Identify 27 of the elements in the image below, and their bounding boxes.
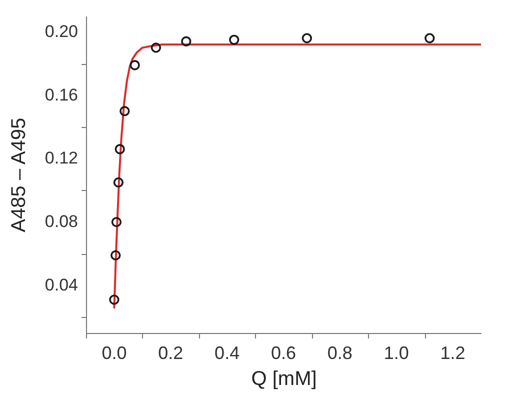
point <box>302 33 312 44</box>
x-tick-label: 0.6 <box>270 343 296 363</box>
point <box>114 144 125 154</box>
point <box>120 106 130 116</box>
point <box>111 216 122 228</box>
x-tick-label: 0.4 <box>214 343 240 363</box>
point <box>424 33 435 44</box>
point <box>181 36 192 46</box>
y-tick-label: 0.08 <box>44 212 78 232</box>
line-series <box>113 44 481 309</box>
y-axis-title: A485 – A495 <box>8 118 30 232</box>
x-tick-label: 0.0 <box>102 343 127 363</box>
x-tick-label: 0.2 <box>158 343 184 363</box>
y-tick-label: 0.04 <box>44 275 78 294</box>
point <box>109 294 120 305</box>
y-tick-label: 0.12 <box>44 148 78 168</box>
point <box>110 250 121 260</box>
point <box>150 42 162 53</box>
point <box>229 34 240 45</box>
point <box>113 177 124 188</box>
x-tick-label: 1.0 <box>384 343 409 363</box>
point <box>130 60 140 70</box>
x-tick-label: 0.8 <box>327 343 352 363</box>
y-tick-label: 0.16 <box>44 85 78 104</box>
y-tick-label: 0.20 <box>44 22 78 41</box>
x-tick-label: 1.2 <box>440 343 466 363</box>
x-axis-title: Q [mM] <box>251 368 317 390</box>
